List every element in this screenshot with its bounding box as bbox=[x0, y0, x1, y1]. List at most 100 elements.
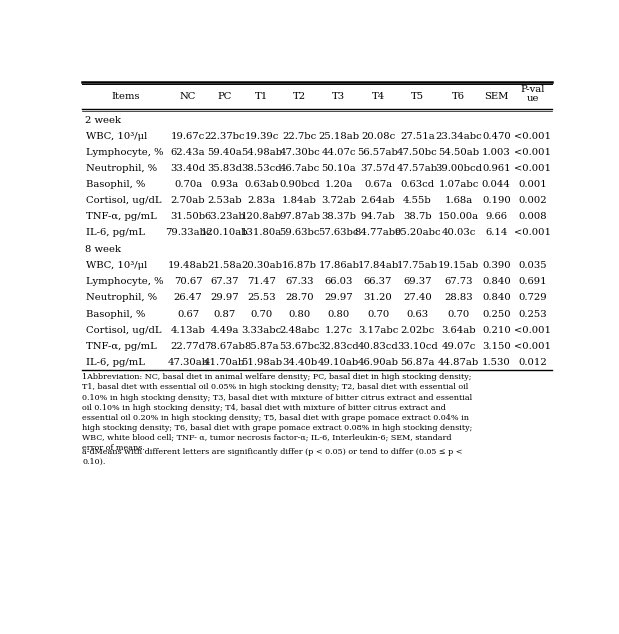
Text: TNF-α, pg/mL: TNF-α, pg/mL bbox=[86, 342, 157, 351]
Text: 0.044: 0.044 bbox=[482, 180, 511, 189]
Text: a-dMeans with different letters are significantly differ (p < 0.05) or tend to d: a-dMeans with different letters are sign… bbox=[82, 448, 462, 466]
Text: 0.70: 0.70 bbox=[448, 309, 470, 318]
Text: T4: T4 bbox=[371, 92, 384, 101]
Text: 3.150: 3.150 bbox=[482, 342, 511, 351]
Text: 66.03: 66.03 bbox=[324, 277, 353, 287]
Text: 1.27c: 1.27c bbox=[325, 326, 353, 335]
Text: 33.10cd: 33.10cd bbox=[397, 342, 438, 351]
Text: 0.008: 0.008 bbox=[518, 212, 547, 221]
Text: 0.190: 0.190 bbox=[482, 196, 511, 205]
Text: 17.75ab: 17.75ab bbox=[397, 261, 438, 270]
Text: 2.70ab: 2.70ab bbox=[171, 196, 206, 205]
Text: 56.57ab: 56.57ab bbox=[358, 148, 399, 157]
Text: 120.10ab: 120.10ab bbox=[201, 228, 249, 237]
Text: 34.40b: 34.40b bbox=[282, 358, 317, 367]
Text: 0.90bcd: 0.90bcd bbox=[279, 180, 320, 189]
Text: 20.08c: 20.08c bbox=[361, 132, 395, 141]
Text: Basophil, %: Basophil, % bbox=[86, 180, 145, 189]
Text: 3.17abc: 3.17abc bbox=[358, 326, 398, 335]
Text: <0.001: <0.001 bbox=[514, 228, 551, 237]
Text: 51.98ab: 51.98ab bbox=[241, 358, 282, 367]
Text: 31.50b: 31.50b bbox=[170, 212, 206, 221]
Text: SEM: SEM bbox=[484, 92, 508, 101]
Text: 6.14: 6.14 bbox=[485, 228, 508, 237]
Text: 0.002: 0.002 bbox=[518, 196, 547, 205]
Text: 0.63cd: 0.63cd bbox=[400, 180, 435, 189]
Text: 1.84ab: 1.84ab bbox=[282, 196, 317, 205]
Text: WBC, 10³/μl: WBC, 10³/μl bbox=[86, 132, 147, 141]
Text: <0.001: <0.001 bbox=[514, 326, 551, 335]
Text: 0.70: 0.70 bbox=[367, 309, 389, 318]
Text: 62.43a: 62.43a bbox=[171, 148, 206, 157]
Text: 40.03c: 40.03c bbox=[441, 228, 475, 237]
Text: 4.55b: 4.55b bbox=[403, 196, 431, 205]
Text: 0.63: 0.63 bbox=[406, 309, 428, 318]
Text: 4.49a: 4.49a bbox=[210, 326, 239, 335]
Text: <0.001: <0.001 bbox=[514, 132, 551, 141]
Text: 38.53cd: 38.53cd bbox=[241, 164, 282, 173]
Text: 8 week: 8 week bbox=[85, 245, 121, 254]
Text: 1.07abc: 1.07abc bbox=[438, 180, 478, 189]
Text: 16.87b: 16.87b bbox=[282, 261, 317, 270]
Text: 47.57ab: 47.57ab bbox=[397, 164, 438, 173]
Text: 27.51a: 27.51a bbox=[400, 132, 435, 141]
Text: 0.80: 0.80 bbox=[288, 309, 311, 318]
Text: 46.90ab: 46.90ab bbox=[358, 358, 399, 367]
Text: 84.77abc: 84.77abc bbox=[355, 228, 401, 237]
Text: 0.729: 0.729 bbox=[518, 294, 547, 302]
Text: 56.87a: 56.87a bbox=[400, 358, 435, 367]
Text: Cortisol, ug/dL: Cortisol, ug/dL bbox=[86, 326, 162, 335]
Text: WBC, 10³/μl: WBC, 10³/μl bbox=[86, 261, 147, 270]
Text: 35.83d: 35.83d bbox=[207, 164, 242, 173]
Text: 0.87: 0.87 bbox=[214, 309, 236, 318]
Text: 1.20a: 1.20a bbox=[324, 180, 353, 189]
Text: 41.70ab: 41.70ab bbox=[204, 358, 245, 367]
Text: 0.470: 0.470 bbox=[482, 132, 511, 141]
Text: 20.30ab: 20.30ab bbox=[241, 261, 282, 270]
Text: 19.67c: 19.67c bbox=[171, 132, 206, 141]
Text: 0.001: 0.001 bbox=[518, 180, 547, 189]
Text: 0.70: 0.70 bbox=[250, 309, 272, 318]
Text: 94.7ab: 94.7ab bbox=[361, 212, 396, 221]
Text: TNF-α, pg/mL: TNF-α, pg/mL bbox=[86, 212, 157, 221]
Text: 38.37b: 38.37b bbox=[321, 212, 357, 221]
Text: <0.001: <0.001 bbox=[514, 342, 551, 351]
Text: 131.80a: 131.80a bbox=[241, 228, 282, 237]
Text: 0.70a: 0.70a bbox=[174, 180, 202, 189]
Text: 19.48ab: 19.48ab bbox=[168, 261, 209, 270]
Text: <0.001: <0.001 bbox=[514, 164, 551, 173]
Text: 19.39c: 19.39c bbox=[245, 132, 279, 141]
Text: 0.80: 0.80 bbox=[327, 309, 350, 318]
Text: Items: Items bbox=[111, 92, 140, 101]
Text: P-val: P-val bbox=[521, 85, 545, 94]
Text: 120.8ab: 120.8ab bbox=[241, 212, 282, 221]
Text: 2 week: 2 week bbox=[85, 115, 121, 124]
Text: 46.7abc: 46.7abc bbox=[279, 164, 319, 173]
Text: T5: T5 bbox=[410, 92, 424, 101]
Text: 29.97: 29.97 bbox=[210, 294, 239, 302]
Text: T2: T2 bbox=[293, 92, 306, 101]
Text: 0.250: 0.250 bbox=[482, 309, 511, 318]
Text: 47.30ab: 47.30ab bbox=[168, 358, 209, 367]
Text: 29.97: 29.97 bbox=[324, 294, 353, 302]
Text: 49.10ab: 49.10ab bbox=[318, 358, 360, 367]
Text: 95.20abc: 95.20abc bbox=[394, 228, 441, 237]
Text: 0.390: 0.390 bbox=[482, 261, 511, 270]
Text: 2.83a: 2.83a bbox=[248, 196, 275, 205]
Text: 63.23ab: 63.23ab bbox=[204, 212, 245, 221]
Text: 0.035: 0.035 bbox=[518, 261, 547, 270]
Text: 49.07c: 49.07c bbox=[441, 342, 475, 351]
Text: 33.40d: 33.40d bbox=[170, 164, 206, 173]
Text: PC: PC bbox=[218, 92, 232, 101]
Text: T3: T3 bbox=[332, 92, 345, 101]
Text: 44.87ab: 44.87ab bbox=[438, 358, 479, 367]
Text: 37.57d: 37.57d bbox=[360, 164, 396, 173]
Text: 85.87a: 85.87a bbox=[244, 342, 279, 351]
Text: 0.840: 0.840 bbox=[482, 277, 511, 287]
Text: 2.48abc: 2.48abc bbox=[279, 326, 320, 335]
Text: 31.20: 31.20 bbox=[363, 294, 392, 302]
Text: 4.13ab: 4.13ab bbox=[171, 326, 206, 335]
Text: 9.66: 9.66 bbox=[485, 212, 507, 221]
Text: <0.001: <0.001 bbox=[514, 148, 551, 157]
Text: 17.84ab: 17.84ab bbox=[357, 261, 399, 270]
